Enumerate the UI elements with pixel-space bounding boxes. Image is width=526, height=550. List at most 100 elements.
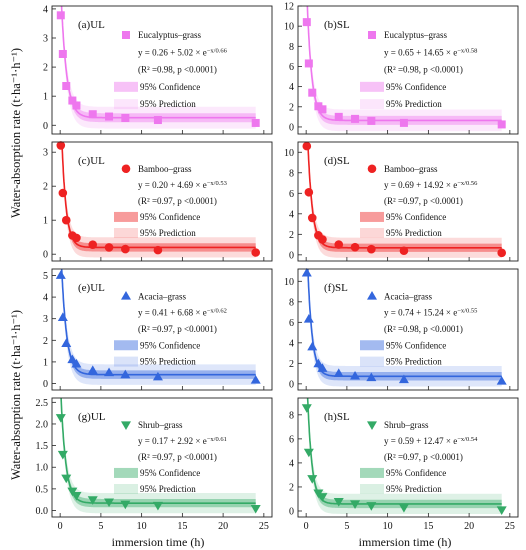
data-point	[121, 114, 130, 122]
data-point	[399, 246, 409, 256]
legend-marker	[121, 164, 131, 174]
data-point	[61, 215, 71, 225]
x-tick-label: 0	[58, 521, 63, 532]
fit-equation-exponent: −x/0.58	[457, 47, 477, 54]
fit-equation-exponent: −x/0.53	[207, 180, 227, 187]
fit-statistics: (R² =0.98, p <0.0001)	[138, 65, 217, 75]
x-tick-label: 20	[464, 521, 474, 532]
data-point	[496, 506, 507, 515]
data-point	[57, 312, 68, 322]
data-point	[333, 497, 344, 507]
panel-label: (a)UL	[78, 19, 105, 31]
fit-equation: y = 0.20 + 4.69 × e−x/0.53	[138, 180, 227, 190]
y-tick-label: 6	[289, 318, 294, 329]
axes-frame	[297, 397, 519, 518]
y-tick-label: 4	[289, 338, 294, 349]
data-point	[314, 102, 323, 111]
fit-statistics: (R² =0.97, p <0.0001)	[138, 196, 217, 206]
y-tick-label: 1	[43, 216, 48, 227]
data-point	[120, 500, 131, 510]
panel-label: (c)UL	[78, 155, 105, 167]
y-tick-label: 0.5	[36, 484, 49, 495]
fit-line	[60, 398, 256, 504]
data-point	[72, 233, 81, 243]
data-point	[308, 88, 317, 97]
data-point	[302, 18, 311, 27]
y-tick-label: 3	[43, 148, 48, 159]
fit-equation-exponent: −x/0.54	[457, 436, 478, 443]
data-point	[367, 244, 376, 254]
y-tick-label: 1.0	[36, 463, 49, 474]
legend-series-name: Shrub–grass	[384, 420, 429, 430]
panel-fsl: 0 2 4 6 8 10 (f)SL Acacia–grass y = 0.74 + 15.24…	[284, 267, 519, 391]
data-point	[366, 502, 377, 511]
panel-dsl: 0 2 4 6 8 10 (d)SL Bamboo–grass y = 0.69 + 14.92…	[284, 141, 519, 262]
data-point	[152, 501, 163, 511]
y-tick-label: 0	[43, 250, 48, 261]
prediction-band	[61, 269, 256, 385]
y-tick-label: 4	[289, 82, 294, 93]
data-point	[250, 375, 261, 384]
y-tick-label: 2.5	[36, 398, 49, 409]
data-point	[62, 82, 71, 90]
panel-label: (b)SL	[324, 19, 350, 31]
legend-prediction-swatch	[114, 228, 138, 239]
legend-series-name: Acacia–grass	[138, 291, 186, 301]
legend-confidence-label: 95% Confidence	[386, 468, 446, 478]
legend-confidence-swatch	[114, 467, 138, 478]
legend-confidence-label: 95% Confidence	[140, 340, 200, 350]
y-tick-label: 4	[43, 4, 48, 15]
data-point	[58, 188, 68, 198]
data-point	[307, 475, 318, 484]
fit-equation-exponent: −x/0.61	[207, 436, 227, 443]
panel-cul: 0 1 2 3 (c)UL Bamboo–grass y = 0.20 + 4.69 × e…	[43, 141, 273, 262]
legend-confidence-label: 95% Confidence	[140, 82, 200, 92]
legend-prediction-label: 95% Prediction	[386, 484, 442, 494]
legend-confidence-swatch	[360, 211, 384, 222]
panel-label: (g)UL	[78, 411, 106, 423]
legend-prediction-swatch	[114, 356, 138, 367]
data-point	[351, 114, 360, 123]
panel-label: (d)SL	[324, 155, 350, 167]
data-point	[318, 235, 327, 244]
y-tick-label: 8	[289, 410, 294, 421]
data-point	[56, 11, 65, 20]
fit-equation-exponent: −x/0.56	[457, 180, 478, 187]
fit-line	[307, 142, 502, 249]
data-point	[301, 267, 312, 277]
plot-area	[60, 398, 256, 514]
data-point	[313, 358, 324, 368]
x-axis-label-right: immersion time (h)	[359, 535, 452, 549]
data-point	[317, 493, 328, 502]
y-tick-label: 1.5	[36, 441, 49, 452]
panel-aul: 0 1 2 3 4 (a)UL Eucalyptus–grass y = 0.26 + 5.0…	[43, 4, 273, 135]
data-point	[250, 504, 261, 514]
y-tick-label: 2	[289, 102, 294, 113]
x-tick-label: 25	[259, 521, 269, 532]
data-point	[366, 372, 377, 382]
confidence-band	[61, 6, 256, 123]
legend-confidence-swatch	[114, 211, 138, 222]
plot-area	[306, 398, 502, 514]
axes-frame	[297, 5, 519, 135]
data-point	[304, 59, 313, 68]
y-tick-label: 0	[43, 121, 48, 132]
data-point	[307, 341, 318, 351]
legend-series-name: Eucalyptus–grass	[384, 30, 447, 40]
data-point	[105, 112, 114, 121]
fit-statistics: (R² =0.97, p <0.0001)	[384, 196, 463, 206]
data-point	[88, 110, 97, 119]
fit-line	[60, 6, 256, 119]
legend-confidence-swatch	[360, 81, 384, 92]
y-tick-label: 3	[43, 314, 48, 325]
fit-line	[61, 142, 256, 249]
plot-area	[60, 6, 256, 129]
legend-prediction-swatch	[360, 484, 384, 495]
legend-prediction-label: 95% Prediction	[386, 357, 442, 367]
data-point	[334, 240, 344, 249]
y-tick-label: 8	[289, 42, 294, 53]
x-tick-label: 5	[98, 521, 103, 532]
y-tick-label: 0	[289, 250, 294, 261]
legend-marker	[368, 31, 376, 39]
panel-eul: 0 1 2 3 4 5 (e)UL Acacia–grass y = 0.41 + 6.68 ×…	[43, 268, 273, 391]
